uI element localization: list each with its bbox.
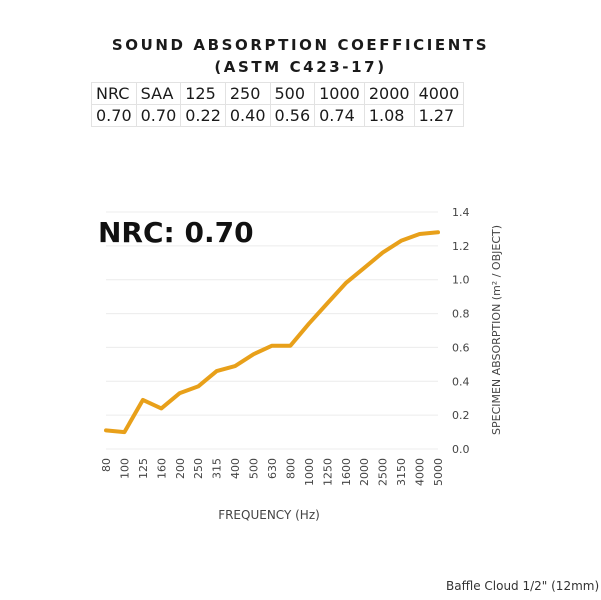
data-point xyxy=(419,233,421,235)
data-point xyxy=(308,323,310,325)
chart-title: SOUND ABSORPTION COEFFICIENTS xyxy=(111,36,490,54)
chart-subtitle: (ASTM C423-17) xyxy=(214,58,387,76)
data-point xyxy=(179,392,181,394)
data-point xyxy=(345,282,347,284)
data-point xyxy=(400,240,402,242)
x-tick-label: 80 xyxy=(100,458,113,472)
x-tick-label: 1250 xyxy=(321,458,334,486)
data-point xyxy=(160,407,162,409)
x-axis-label: FREQUENCY (Hz) xyxy=(218,508,320,522)
x-tick-label: 630 xyxy=(266,458,279,479)
y-tick-label: 1.4 xyxy=(452,206,470,219)
x-tick-label: 1000 xyxy=(303,458,316,486)
x-tick-label: 160 xyxy=(155,458,168,479)
y-tick-label: 0.6 xyxy=(452,341,470,354)
data-point xyxy=(326,302,328,304)
coefficients-table: NRC SAA 125 250 500 1000 2000 4000 0.70 … xyxy=(91,82,465,127)
x-tick-label: 1600 xyxy=(340,458,353,486)
table-value-cell: 1.08 xyxy=(363,104,415,127)
x-tick-label: 400 xyxy=(229,458,242,479)
x-tick-label: 4000 xyxy=(414,458,427,486)
data-point xyxy=(271,345,273,347)
y-tick-label: 1.2 xyxy=(452,240,470,253)
data-point xyxy=(382,252,384,254)
data-point xyxy=(437,231,439,233)
x-tick-label: 2000 xyxy=(358,458,371,486)
table-value-cell: 1.27 xyxy=(413,104,465,127)
data-point xyxy=(234,365,236,367)
data-point xyxy=(253,353,255,355)
x-tick-label: 800 xyxy=(284,458,297,479)
x-tick-label: 125 xyxy=(137,458,150,479)
y-tick-label: 0.8 xyxy=(452,308,470,321)
y-tick-label: 1.0 xyxy=(452,274,470,287)
table-header-cell: 1000 xyxy=(314,82,365,105)
y-tick-label: 0.0 xyxy=(452,443,470,456)
data-point xyxy=(216,370,218,372)
series-line xyxy=(104,230,440,435)
x-tick-label: 250 xyxy=(192,458,205,479)
x-tick-labels: 80 100 125 160 200 250 315 400 500 630 800 1000 1250… xyxy=(100,458,445,486)
table-header-cell: 4000 xyxy=(413,82,465,105)
chart-series xyxy=(104,230,440,435)
table-value-cell: 0.70 xyxy=(91,104,137,127)
data-point xyxy=(197,385,199,387)
data-point xyxy=(142,399,144,401)
y-tick-label: 0.4 xyxy=(452,375,470,388)
table-value-cell: 0.56 xyxy=(269,104,316,127)
data-point xyxy=(289,345,291,347)
product-caption: Baffle Cloud 1/2" (12mm) xyxy=(446,579,600,593)
nrc-annotation: NRC: 0.70 xyxy=(98,216,254,249)
data-point xyxy=(363,267,365,269)
y-axis-label: SPECIMEN ABSORPTION (m² / OBJECT) xyxy=(490,225,503,435)
y-tick-labels: 0.0 0.2 0.4 0.6 0.8 1.0 1.2 1.4 xyxy=(452,206,470,456)
table-value-cell: 0.40 xyxy=(224,104,271,127)
table-value-row: 0.70 0.70 0.22 0.40 0.56 0.74 1.08 1.27 xyxy=(91,104,465,127)
x-tick-label: 3150 xyxy=(395,458,408,486)
x-tick-label: 200 xyxy=(174,458,187,479)
table-value-cell: 0.74 xyxy=(314,104,365,127)
x-tick-label: 2500 xyxy=(377,458,390,486)
x-tick-label: 100 xyxy=(118,458,131,479)
x-tick-label: 5000 xyxy=(432,458,445,486)
x-tick-label: 315 xyxy=(211,458,224,479)
y-tick-label: 0.2 xyxy=(452,409,470,422)
chart-grid xyxy=(106,211,438,450)
data-point xyxy=(105,429,107,431)
table-header-cell: SAA xyxy=(135,82,182,105)
x-tick-label: 500 xyxy=(248,458,261,479)
data-point xyxy=(123,431,125,433)
